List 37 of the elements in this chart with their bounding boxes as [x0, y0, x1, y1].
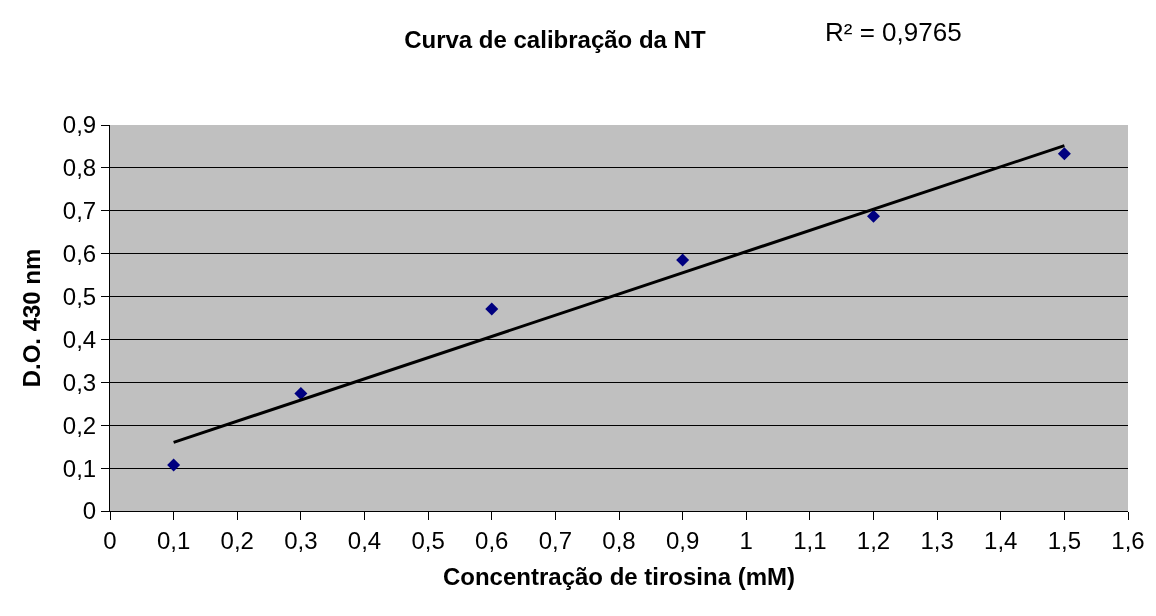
text: R² = 0,9765	[825, 17, 962, 47]
point	[1057, 147, 1071, 161]
x-tick-label: 0,8	[602, 526, 636, 554]
x-tick-label: 0,6	[475, 526, 509, 554]
point	[485, 302, 499, 316]
x-tick-label: 0,3	[284, 526, 318, 554]
x-tick-label: 1,2	[856, 526, 891, 554]
x-tick-label: 0,4	[347, 526, 382, 554]
x-tick-label: 1,4	[984, 526, 1018, 554]
x-tick-label: 0,1	[156, 526, 191, 554]
x-tick-label: 1,1	[793, 526, 827, 554]
y-tick-label: 0,2	[62, 411, 97, 439]
y-tick-label: 0,7	[62, 197, 97, 225]
x-tick-label: 0,7	[538, 526, 573, 554]
y-tick-label: 0,3	[62, 368, 97, 396]
chart-title: Curva de calibração da NT	[404, 25, 706, 53]
y-tick-label: 0,6	[62, 240, 97, 268]
point	[676, 253, 690, 267]
point	[167, 458, 181, 472]
x-tick-label: 1	[739, 526, 753, 554]
y-tick-label: 0,1	[62, 454, 97, 482]
x-axis-title: Concentração de tirosina (mM)	[442, 563, 796, 591]
y-tick-label: 0	[82, 497, 97, 525]
x-tick-label: 1,6	[1111, 526, 1145, 554]
x-tick-label: 1,5	[1047, 526, 1082, 554]
y-tick-label: 0,4	[62, 325, 97, 353]
y-tick-label: 0,5	[62, 282, 97, 310]
x-tick-label: 0,2	[220, 526, 254, 554]
y-tick-label: 0,9	[62, 111, 97, 139]
x-tick-label: 1,3	[920, 526, 954, 554]
y-tick-label: 0,8	[62, 154, 97, 182]
point	[294, 386, 308, 400]
y-axis-title: D.O. 430 nm	[17, 248, 45, 388]
x-tick-label: 0,9	[665, 526, 700, 554]
x-tick-label: 0,5	[411, 526, 445, 554]
point	[867, 209, 880, 223]
x-tick-label: 0	[103, 526, 117, 554]
